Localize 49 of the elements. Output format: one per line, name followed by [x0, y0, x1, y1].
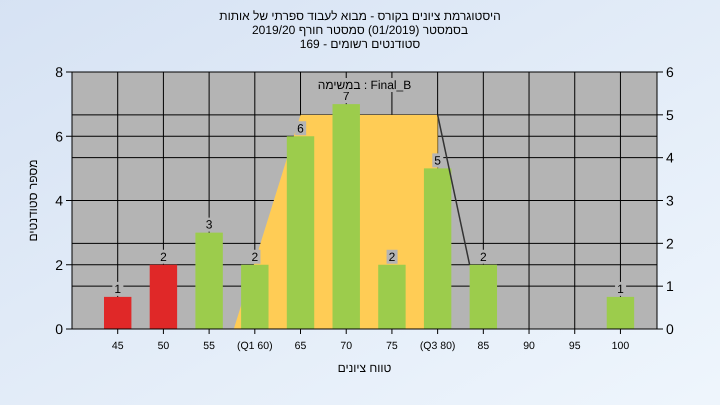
data-label: 5 [434, 153, 442, 168]
x-tick-label: 95 [568, 340, 581, 352]
y2-tick-label: 6 [666, 64, 674, 80]
data-label: 6 [297, 121, 304, 136]
data-label: 3 [206, 218, 213, 232]
x-axis-title: טווח ציונים [338, 361, 392, 375]
x-tick-label: 45 [112, 340, 124, 352]
x-tick-label: 100 [612, 340, 630, 352]
y2-tick-label: 2 [666, 235, 674, 252]
data-label: 2 [480, 250, 487, 264]
bar [195, 232, 223, 329]
bar [104, 296, 132, 329]
chart-title: היסטוגרמת ציונים בקורס - מבוא לעבוד ספרתי של אותות [219, 9, 501, 23]
bar [241, 264, 269, 329]
x-tick-label: 50 [158, 340, 170, 352]
y-tick-label: 2 [55, 256, 64, 273]
y2-tick-label: 5 [666, 106, 674, 123]
bar [424, 168, 452, 329]
y-tick-label: 0 [55, 321, 64, 337]
y-tick-label: 6 [55, 128, 64, 144]
bar [286, 136, 314, 329]
chart-subtitle: בסמסטר (01/2019) סמסטר חורף 2019/20 סטודנטים רשומים - 169 [252, 23, 468, 51]
y-tick-label: 8 [55, 64, 64, 80]
data-label: 2 [160, 250, 168, 264]
data-label: 1 [617, 282, 624, 296]
y2-tick-label: 0 [666, 321, 674, 337]
x-tick-label: 65 [294, 340, 307, 352]
data-label: 1 [114, 282, 122, 296]
y2-tick-label: 1 [666, 278, 674, 294]
x-tick-label: (Q3 80) [420, 340, 456, 352]
data-label: 7 [342, 89, 350, 104]
data-label: 2 [251, 250, 258, 264]
y-tick-label: 4 [55, 192, 64, 208]
x-tick-label: 85 [477, 340, 490, 352]
x-tick-label: 70 [340, 340, 352, 352]
y-axis-title: מספר סטודנטים [26, 159, 40, 242]
x-tick-label: (Q1 60) [237, 340, 273, 352]
y2-tick-label: 3 [666, 192, 674, 208]
y2-tick-label: 4 [666, 150, 674, 166]
x-tick-label: 55 [203, 340, 216, 352]
x-tick-label: 90 [523, 340, 536, 352]
bar [606, 296, 634, 329]
bar [378, 264, 406, 329]
bar [150, 264, 178, 329]
x-tick-label: 75 [386, 340, 398, 352]
data-label: 2 [388, 250, 396, 264]
bar [332, 104, 360, 329]
bar [470, 264, 498, 329]
annotation: Final_B : במשימה [318, 78, 412, 92]
